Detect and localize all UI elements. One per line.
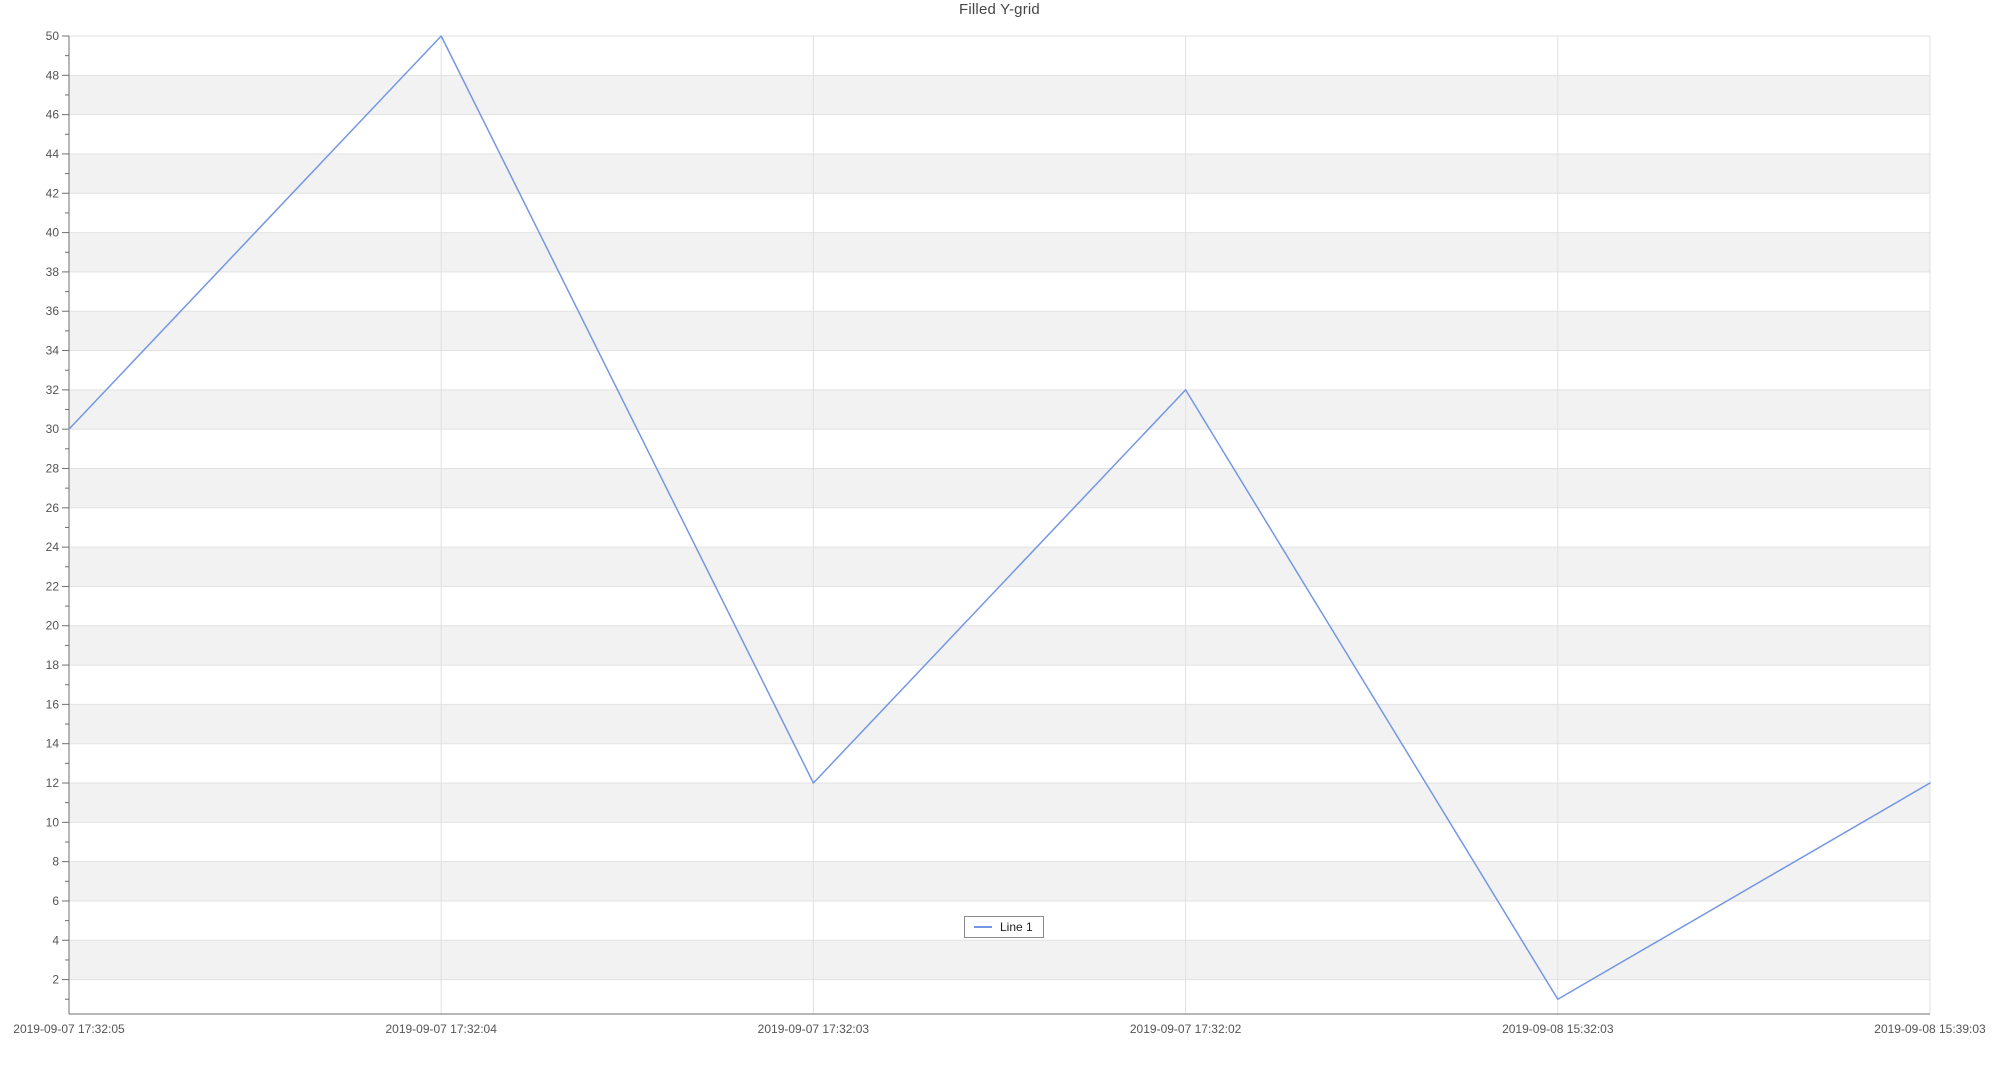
svg-text:2019-09-08 15:39:03: 2019-09-08 15:39:03 [1874,1022,1986,1036]
svg-text:18: 18 [46,658,60,672]
svg-text:24: 24 [46,540,60,554]
svg-text:30: 30 [46,422,60,436]
svg-text:10: 10 [46,815,60,829]
svg-text:50: 50 [46,29,60,43]
chart-title: Filled Y-grid [959,1,1040,18]
svg-text:2019-09-07 17:32:03: 2019-09-07 17:32:03 [758,1022,870,1036]
legend-line-swatch [974,925,992,928]
svg-text:44: 44 [46,147,60,161]
svg-text:22: 22 [46,579,60,593]
svg-text:40: 40 [46,226,60,240]
svg-text:36: 36 [46,304,60,318]
svg-text:8: 8 [52,855,59,869]
legend[interactable]: Line 1 [964,916,1044,938]
svg-text:46: 46 [46,108,60,122]
legend-label: Line 1 [1000,919,1033,934]
h-gridlines [69,35,1930,981]
svg-text:48: 48 [46,68,60,82]
y-tick-marks [62,35,69,1000]
svg-text:20: 20 [46,619,60,633]
svg-text:2019-09-07 17:32:04: 2019-09-07 17:32:04 [385,1022,497,1036]
svg-text:16: 16 [46,697,60,711]
svg-text:6: 6 [52,894,59,908]
svg-text:12: 12 [46,776,60,790]
x-tick-labels: 2019-09-07 17:32:05 2019-09-07 17:32:04 20… [13,1022,1986,1036]
svg-text:32: 32 [46,383,60,397]
svg-text:34: 34 [46,344,60,358]
svg-text:26: 26 [46,501,60,515]
svg-text:38: 38 [46,265,60,279]
svg-text:2019-09-08 15:32:03: 2019-09-08 15:32:03 [1502,1022,1614,1036]
series-line [68,35,1931,1001]
svg-text:2019-09-07 17:32:05: 2019-09-07 17:32:05 [13,1022,125,1036]
y-grid-bands [69,75,1930,980]
svg-text:28: 28 [46,461,60,475]
y-tick-labels: 2468101214161820222426283032343638404244… [46,29,60,987]
axes [68,36,1930,1015]
svg-text:2: 2 [52,973,59,987]
svg-text:2019-09-07 17:32:02: 2019-09-07 17:32:02 [1130,1022,1242,1036]
svg-text:42: 42 [46,186,60,200]
svg-text:14: 14 [46,737,60,751]
svg-text:4: 4 [52,933,59,947]
